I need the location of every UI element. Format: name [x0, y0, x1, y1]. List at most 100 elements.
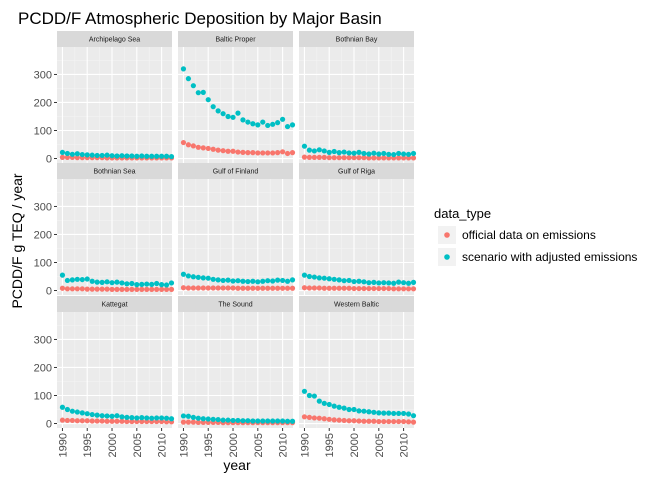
point-official-data-on-emissions	[270, 150, 276, 156]
facet-gulf-of-riga: Gulf of Riga	[299, 163, 417, 295]
point-official-data-on-emissions	[225, 148, 231, 154]
x-tick-label: 2005	[253, 433, 265, 457]
point-official-data-on-emissions	[410, 419, 417, 425]
y-tick-label: 200	[34, 362, 52, 374]
point-official-data-on-emissions	[311, 154, 317, 160]
x-tick-label: 2000	[228, 433, 240, 457]
facet-strip-label: Bothnian Sea	[93, 169, 135, 176]
facet-strip	[178, 31, 293, 47]
point-scenario-with-adjusted-emissions	[289, 277, 296, 283]
point-scenario-with-adjusted-emissions	[284, 418, 291, 424]
point-scenario-with-adjusted-emissions	[331, 276, 337, 282]
point-official-data-on-emissions	[79, 286, 85, 292]
point-scenario-with-adjusted-emissions	[289, 418, 296, 424]
point-scenario-with-adjusted-emissions	[351, 406, 357, 413]
point-scenario-with-adjusted-emissions	[149, 281, 155, 287]
point-scenario-with-adjusted-emissions	[64, 277, 71, 284]
point-scenario-with-adjusted-emissions	[265, 418, 271, 424]
point-official-data-on-emissions	[321, 416, 327, 422]
point-scenario-with-adjusted-emissions	[311, 148, 317, 154]
point-scenario-with-adjusted-emissions	[99, 413, 105, 419]
point-scenario-with-adjusted-emissions	[321, 148, 327, 154]
point-scenario-with-adjusted-emissions	[316, 147, 322, 153]
point-scenario-with-adjusted-emissions	[215, 108, 221, 114]
point-official-data-on-emissions	[185, 285, 192, 291]
point-scenario-with-adjusted-emissions	[341, 278, 347, 284]
point-scenario-with-adjusted-emissions	[356, 278, 362, 284]
point-official-data-on-emissions	[386, 418, 392, 425]
point-scenario-with-adjusted-emissions	[396, 410, 402, 417]
point-official-data-on-emissions	[381, 155, 387, 161]
point-official-data-on-emissions	[190, 419, 196, 425]
facet-strip	[57, 31, 172, 47]
facet-baltic-proper: Baltic Proper	[178, 31, 296, 163]
point-scenario-with-adjusted-emissions	[89, 152, 95, 158]
point-official-data-on-emissions	[104, 286, 110, 292]
point-scenario-with-adjusted-emissions	[124, 414, 130, 420]
y-tick-label: 0	[46, 154, 52, 166]
point-official-data-on-emissions	[265, 285, 271, 291]
x-tick-label: 2005	[374, 433, 386, 457]
legend-label: scenario with adjusted emissions	[462, 250, 637, 264]
point-scenario-with-adjusted-emissions	[260, 119, 266, 125]
point-official-data-on-emissions	[275, 285, 281, 291]
point-official-data-on-emissions	[301, 285, 308, 291]
facet-gulf-of-finland: Gulf of Finland	[178, 163, 296, 295]
point-scenario-with-adjusted-emissions	[59, 272, 66, 278]
point-official-data-on-emissions	[220, 285, 226, 291]
point-official-data-on-emissions	[185, 419, 192, 425]
point-official-data-on-emissions	[331, 155, 337, 161]
point-official-data-on-emissions	[154, 418, 160, 425]
facet-bothnian-sea: Bothnian Sea 0 100 200 300	[34, 163, 175, 298]
point-official-data-on-emissions	[284, 150, 291, 157]
point-scenario-with-adjusted-emissions	[195, 274, 201, 280]
point-scenario-with-adjusted-emissions	[376, 151, 382, 157]
x-tick-label: 1990	[178, 433, 190, 457]
point-official-data-on-emissions	[321, 154, 327, 160]
point-scenario-with-adjusted-emissions	[371, 279, 377, 285]
point-official-data-on-emissions	[94, 418, 100, 424]
point-official-data-on-emissions	[356, 155, 362, 161]
point-scenario-with-adjusted-emissions	[351, 150, 357, 156]
point-official-data-on-emissions	[336, 155, 342, 161]
panel-background	[57, 312, 172, 428]
point-official-data-on-emissions	[250, 150, 256, 156]
point-scenario-with-adjusted-emissions	[124, 281, 130, 287]
point-scenario-with-adjusted-emissions	[104, 279, 110, 285]
point-official-data-on-emissions	[104, 418, 110, 424]
point-official-data-on-emissions	[346, 285, 352, 291]
point-official-data-on-emissions	[316, 285, 322, 291]
point-scenario-with-adjusted-emissions	[109, 153, 115, 159]
point-scenario-with-adjusted-emissions	[124, 153, 130, 159]
point-scenario-with-adjusted-emissions	[284, 278, 291, 284]
point-official-data-on-emissions	[205, 145, 211, 152]
point-scenario-with-adjusted-emissions	[306, 273, 313, 280]
point-scenario-with-adjusted-emissions	[158, 415, 165, 421]
point-scenario-with-adjusted-emissions	[240, 117, 246, 123]
point-scenario-with-adjusted-emissions	[168, 153, 175, 160]
point-official-data-on-emissions	[341, 417, 347, 424]
point-scenario-with-adjusted-emissions	[410, 150, 417, 157]
point-scenario-with-adjusted-emissions	[386, 280, 392, 286]
point-official-data-on-emissions	[205, 285, 211, 291]
point-scenario-with-adjusted-emissions	[279, 116, 286, 122]
point-official-data-on-emissions	[124, 286, 130, 292]
point-scenario-with-adjusted-emissions	[311, 393, 317, 399]
point-scenario-with-adjusted-emissions	[139, 153, 145, 159]
point-scenario-with-adjusted-emissions	[405, 280, 412, 286]
point-official-data-on-emissions	[306, 154, 313, 160]
x-tick-label: 1995	[203, 433, 215, 457]
point-scenario-with-adjusted-emissions	[361, 408, 367, 414]
point-official-data-on-emissions	[336, 285, 342, 291]
x-axis-title: year	[223, 457, 251, 473]
point-scenario-with-adjusted-emissions	[381, 150, 387, 157]
point-official-data-on-emissions	[59, 154, 66, 160]
point-scenario-with-adjusted-emissions	[279, 277, 286, 284]
point-scenario-with-adjusted-emissions	[154, 415, 160, 421]
point-scenario-with-adjusted-emissions	[215, 277, 221, 283]
point-official-data-on-emissions	[255, 150, 261, 156]
point-scenario-with-adjusted-emissions	[366, 280, 372, 286]
point-scenario-with-adjusted-emissions	[134, 415, 140, 421]
point-scenario-with-adjusted-emissions	[275, 120, 281, 126]
